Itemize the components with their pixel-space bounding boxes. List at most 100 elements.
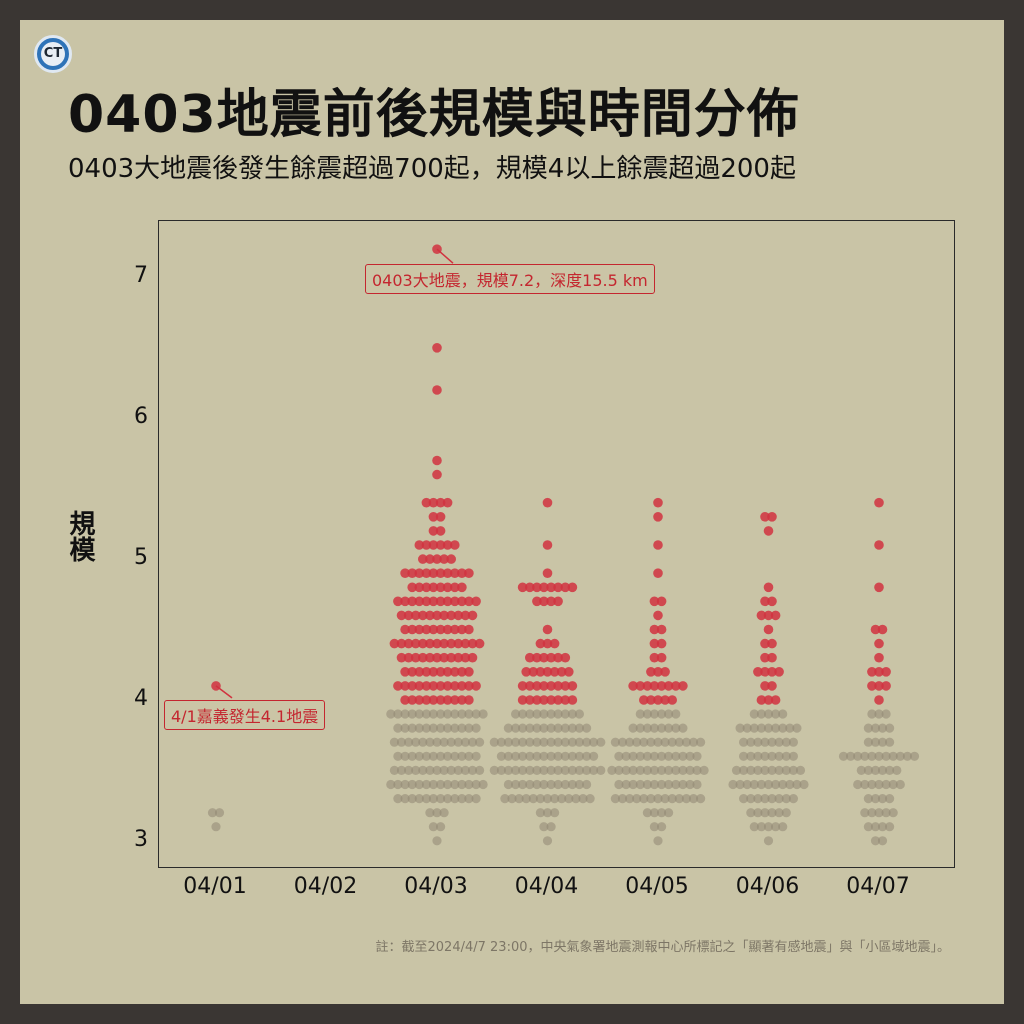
quake-dot-strong [435,540,446,550]
quake-dot [867,709,877,719]
quake-dot-strong [549,667,560,677]
quake-dot-strong [400,624,410,635]
quake-dot [867,808,877,818]
quake-dot [681,794,692,804]
quake-dot-strong [532,596,542,607]
quake-dot [539,723,549,733]
quake-dot [696,737,706,747]
quake-dot-strong [432,343,442,353]
quake-dot [781,765,791,776]
quake-dot [909,751,920,761]
quake-dot [582,765,592,776]
quake-dot-strong [457,568,467,578]
quake-dot-strong [439,638,449,649]
x-tick-label: 04/04 [514,874,579,899]
quake-dot [557,794,567,804]
quake-dot [400,779,410,790]
quake-dot [664,751,674,761]
quake-dot [518,709,528,719]
quake-dot [511,779,521,790]
quake-dot [614,779,624,790]
quake-dot [660,794,670,804]
quake-dot [574,779,584,790]
quake-dot [400,794,410,804]
quake-dot [574,751,584,761]
quake-dot [881,808,891,818]
quake-dot-strong [421,497,432,508]
quake-dot [653,836,663,846]
quake-dot-strong [539,652,549,663]
quake-dot-strong [660,695,670,705]
quake-dot-strong [396,610,407,621]
quake-dot [664,779,674,790]
quake-dot-strong [414,596,425,607]
quake-dot-strong [432,469,442,480]
quake-dot [657,723,667,733]
quake-dot [870,765,881,776]
quake-dot [888,808,898,818]
quake-dot [863,794,874,804]
quake-dot-strong [653,667,663,677]
quake-dot-strong [435,526,446,536]
quake-dot [574,723,584,733]
quake-dot [574,765,584,776]
quake-dot-strong [546,695,556,705]
quake-dot [421,794,431,804]
quake-dot-strong [535,667,546,677]
quake-dot [763,822,774,832]
quake-dot-strong [653,540,663,550]
quake-dot [610,794,620,804]
quake-dot-strong [756,610,767,621]
quake-dot [860,751,870,761]
quake-dot [628,723,638,733]
quake-dot [414,794,424,804]
quake-dot [746,751,756,761]
quake-dot [902,751,913,761]
quake-dot [653,737,663,747]
x-tick-label: 04/01 [183,874,247,899]
quake-dot-strong [414,681,425,691]
quake-dot [589,765,599,776]
quake-dot [425,737,435,747]
quake-dot [546,765,556,776]
quake-dot-strong [432,610,442,621]
quake-dot [539,822,549,832]
quake-dot-strong [450,540,460,550]
x-tick-label: 04/02 [293,874,358,899]
quake-dot [550,808,560,818]
quake-dot [874,751,884,761]
quake-dot [649,779,659,790]
quake-dot [436,709,446,719]
quake-dot [895,779,905,790]
quake-dot [450,709,460,719]
quake-dot-strong [874,681,884,691]
quake-dot-strong [450,695,460,705]
quake-dot-strong [770,695,781,705]
quake-dot [874,709,884,719]
y-tick-label: 5 [134,545,148,571]
y-tick-label: 4 [134,685,148,711]
quake-dot [657,709,667,719]
quake-dot [756,822,767,832]
quake-dot [788,765,799,776]
quake-dot-strong [442,596,453,607]
quake-dot-strong [460,610,471,621]
quake-dot [739,765,749,776]
quake-dot-strong [457,695,467,705]
quake-dot [532,779,542,790]
quake-dot [635,765,645,776]
quake-dot [525,737,535,747]
quake-dot-strong [560,695,571,705]
quake-dot-strong [767,667,777,677]
quake-dot-strong [464,596,474,607]
quake-dot [767,751,777,761]
quake-dot [436,779,446,790]
quake-dot [649,751,659,761]
quake-dot-strong [649,624,660,635]
quake-dot [496,751,506,761]
quake-dot-strong [435,681,446,691]
quake-dot [457,779,467,790]
quake-dot [692,765,702,776]
quake-dot-strong [660,667,670,677]
quake-dot-strong [418,638,428,649]
